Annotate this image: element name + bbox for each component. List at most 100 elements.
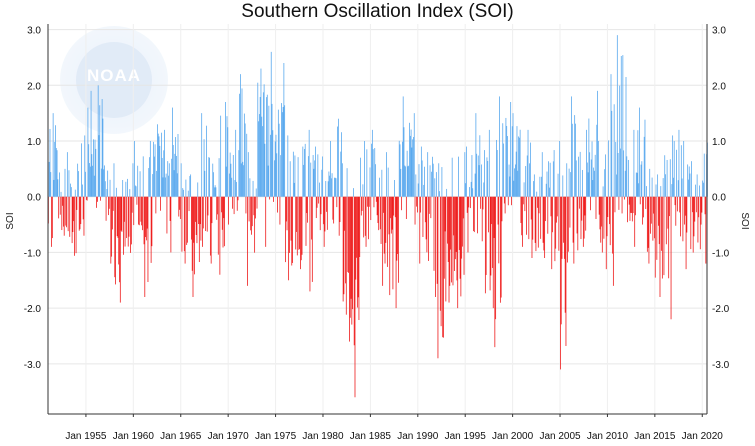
soi-bar [142,156,144,197]
soi-bar [325,181,327,197]
soi-bar [223,196,225,219]
x-tick-label: Jan 1965 [160,431,202,442]
soi-bar [266,94,268,197]
soi-bar [593,167,595,197]
soi-bar [277,109,279,197]
soi-bar [314,160,316,197]
soi-bar [297,157,299,197]
soi-bar [107,170,109,197]
y-axis-left-ticks: 3.0 2.0 1.0 0.0 -1.0 -2.0 -3.0 [24,26,42,371]
soi-bar [250,196,252,231]
soi-bar [373,196,375,208]
soi-bar [553,150,555,197]
soi-bar [252,180,254,197]
soi-bar [416,196,418,207]
soi-bar [550,196,552,217]
soi-bar [578,156,579,197]
soi-bar [497,196,499,225]
soi-bar [251,196,253,227]
soi-bar [609,196,611,246]
soi-bar [664,155,666,197]
soi-bar [55,125,56,197]
soi-bar [419,196,421,264]
soi-bar [347,196,349,273]
soi-bar [245,196,247,214]
soi-bar [534,196,536,243]
soi-bar [217,196,218,215]
soi-bar [178,196,180,217]
x-tick-label: Jan 2005 [539,431,581,442]
soi-bar [167,161,169,197]
soi-bar [599,196,601,230]
soi-bar [187,196,188,243]
soi-bar [203,139,205,197]
soi-bar [644,119,646,197]
soi-bar [648,196,650,264]
soi-bar [643,136,645,197]
soi-bar [59,196,61,215]
soi-bar [87,107,89,197]
soi-bar [661,196,662,251]
soi-bar [404,165,406,197]
soi-bar [145,196,146,238]
soi-bar [598,196,600,215]
soi-bar [633,129,635,197]
soi-bar [622,55,624,197]
soi-bar [171,158,173,197]
soi-bar [529,163,531,197]
soi-bar [521,196,523,236]
soi-bar [412,139,414,197]
soi-bar [379,177,380,197]
soi-bar [232,155,234,197]
soi-bar [682,196,684,242]
soi-bar [536,191,538,197]
x-tick-label: Jan 1970 [208,431,250,442]
soi-bar [575,160,577,197]
soi-bar [48,161,50,197]
soi-bar [680,196,681,237]
soi-bar [56,150,58,197]
soi-bar [271,103,273,197]
soi-bar [665,196,667,245]
soi-bar [595,196,597,219]
soi-bar [75,196,77,254]
soi-bar [505,117,507,197]
soi-bar [206,125,207,197]
soi-bar [675,196,677,226]
soi-bar [454,196,456,260]
soi-bar [74,196,75,256]
soi-bar [300,196,302,261]
soi-bar [136,196,138,205]
soi-bar [436,196,438,284]
soi-bar [440,196,442,327]
soi-bar [666,159,668,197]
soi-bar [594,170,595,197]
soi-bar [84,135,86,197]
soi-bar [430,196,432,219]
soi-bar [274,141,276,197]
soi-bar [399,144,401,197]
soi-bar [105,196,107,221]
soi-bar [115,187,117,197]
soi-bar [363,196,365,238]
soi-bar [489,196,491,291]
soi-bar [507,136,508,197]
soi-bar [444,196,446,232]
soi-bar [265,196,267,247]
soi-bar [134,141,135,197]
soi-bar [477,196,478,234]
soi-bar [390,196,391,219]
soi-bar [337,118,339,197]
soi-bar [243,113,245,197]
soi-bar [616,35,618,197]
soi-bar [389,196,391,296]
soi-bar [208,157,210,197]
soi-bar [140,196,142,222]
soi-bar [594,154,596,197]
soi-bar [560,196,561,370]
soi-bar [378,196,380,231]
soi-bar [269,196,271,200]
soi-bar [684,196,685,225]
soi-bar [695,184,696,197]
soi-bar [452,196,454,286]
